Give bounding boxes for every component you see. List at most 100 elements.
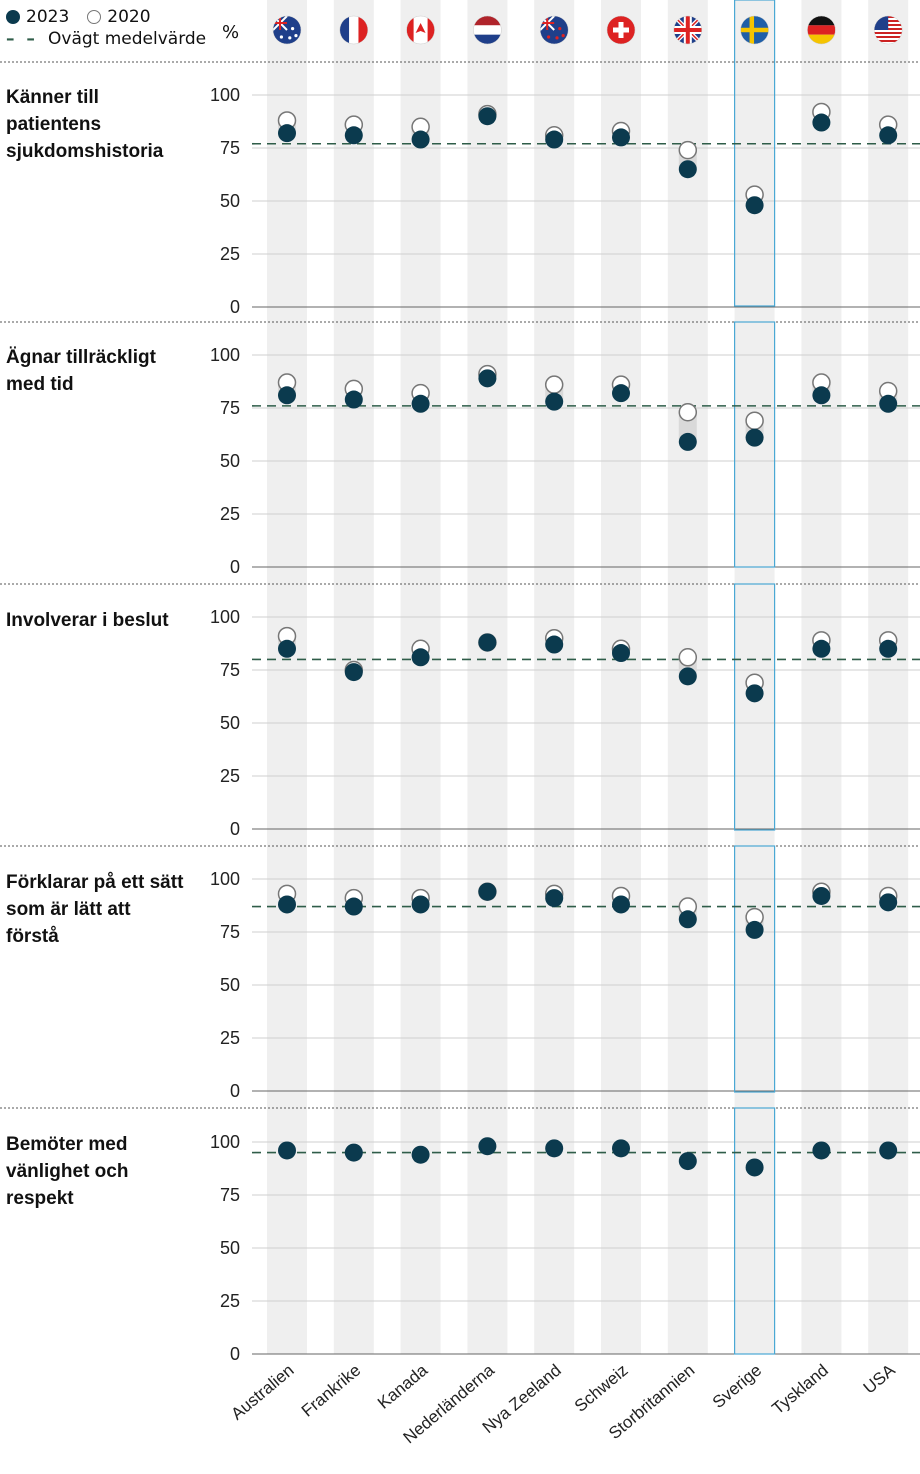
marker-2023: [812, 113, 831, 132]
new-zealand-flag-icon: [539, 15, 569, 45]
legend-2023-marker: [6, 10, 20, 24]
marker-2020: [678, 402, 698, 422]
flag-outline: [406, 15, 435, 45]
column-band: [868, 0, 909, 1354]
flag-body: [740, 16, 769, 44]
y-tick-label: 25: [220, 504, 240, 524]
flag-stripe: [874, 36, 903, 38]
flag-row: [272, 15, 903, 45]
marker-2023: [745, 920, 764, 939]
flag-body: [673, 16, 702, 44]
flag-stripe: [874, 38, 903, 40]
y-tick-label: 25: [220, 766, 240, 786]
flag-stripe: [874, 42, 903, 44]
flag-outline: [740, 15, 769, 45]
flag-stripe: [406, 16, 414, 44]
panel-title-1: Känner till patientens sjukdomshistoria: [6, 87, 164, 162]
flag-star: [294, 34, 298, 38]
marker-2023: [879, 126, 898, 145]
y-tick-label: 75: [220, 398, 240, 418]
flag-stripe: [473, 16, 502, 26]
flag-outline: [673, 15, 703, 45]
y-tick-label: 0: [230, 819, 240, 839]
marker-2023: [812, 386, 831, 405]
legend: 2023 2020 – – Ovägt medelvärde: [6, 6, 206, 50]
flag-outline: [606, 15, 636, 45]
highlight-outline: [733, 583, 776, 831]
marker-2023: [612, 895, 630, 914]
y-tick-label: 0: [230, 1344, 240, 1364]
legend-mean-line: – –: [6, 29, 38, 49]
marker-2020: [745, 411, 764, 430]
marker-2023: [278, 1141, 296, 1160]
marker-2023: [879, 639, 898, 658]
marker-2023: [678, 910, 697, 929]
marker-2020: [544, 375, 564, 394]
marker-2023: [678, 667, 697, 686]
marker-2023: [678, 160, 697, 179]
legend-2020-marker: [87, 10, 102, 24]
flag-cross: [613, 27, 629, 33]
highlight-outline: [733, 0, 776, 307]
marker-2023: [478, 633, 497, 652]
country-label: Australien: [227, 1361, 297, 1424]
marker-2023: [545, 635, 564, 654]
flag-outline: [272, 15, 302, 45]
flag-star: [547, 35, 551, 39]
legend-2020-label: 2020: [107, 7, 151, 27]
country-label: Frankrike: [298, 1361, 364, 1421]
panel-title-5: Bemöter med vänlighet och respekt: [6, 1134, 129, 1209]
flag-stripe: [427, 16, 435, 44]
flag-outline: [873, 15, 903, 45]
flag-cross: [740, 27, 769, 33]
marker-2023: [678, 1152, 697, 1171]
y-tick-label: 100: [210, 607, 240, 627]
country-label: Schweiz: [571, 1361, 632, 1416]
y-tick-label: 25: [220, 1291, 240, 1311]
y-tick-label: 25: [220, 244, 240, 264]
flag-stripe: [473, 34, 502, 44]
y-tick-label: 75: [220, 660, 240, 680]
flag-stripe: [807, 34, 836, 44]
legend-2023-label: 2023: [26, 7, 70, 27]
country-label: Kanada: [374, 1360, 432, 1413]
flag-stripe: [339, 16, 350, 44]
flag-stripe: [874, 30, 903, 32]
marker-2023: [612, 1139, 630, 1158]
marker-2023: [812, 886, 831, 905]
flag-body: [807, 16, 836, 44]
flag-stripe: [358, 16, 368, 44]
marker-2023: [545, 130, 564, 149]
marker-2023: [278, 639, 296, 658]
flag-outline: [807, 15, 836, 45]
flag-stripe: [807, 25, 836, 35]
column-band: [467, 0, 508, 1354]
flag-outline: [339, 15, 369, 45]
marker-2023: [612, 384, 630, 403]
marker-2023: [344, 390, 363, 409]
flag-star: [555, 36, 559, 40]
marker-2023: [344, 897, 363, 916]
sweden-flag-icon: [740, 15, 769, 45]
marker-2023: [612, 644, 630, 663]
marker-2023: [545, 392, 564, 411]
marker-2023: [411, 895, 430, 914]
country-label: USA: [860, 1360, 899, 1397]
flag-star: [561, 34, 565, 38]
marker-2023: [879, 893, 898, 912]
flag-body: [473, 16, 502, 44]
flag-stripe: [874, 40, 903, 42]
country-label: Tyskland: [768, 1361, 832, 1419]
marker-2023: [278, 386, 296, 405]
netherlands-flag-icon: [473, 15, 502, 45]
marker-2023: [545, 1139, 564, 1158]
marker-2023: [812, 639, 831, 658]
column-band: [400, 0, 441, 1354]
marker-2020: [678, 648, 698, 667]
legend-mean-label: Ovägt medelvärde: [48, 29, 207, 49]
marker-2023: [478, 882, 497, 901]
marker-2023: [879, 394, 898, 413]
flag-outline: [539, 15, 569, 45]
flag-stripe: [473, 25, 502, 35]
